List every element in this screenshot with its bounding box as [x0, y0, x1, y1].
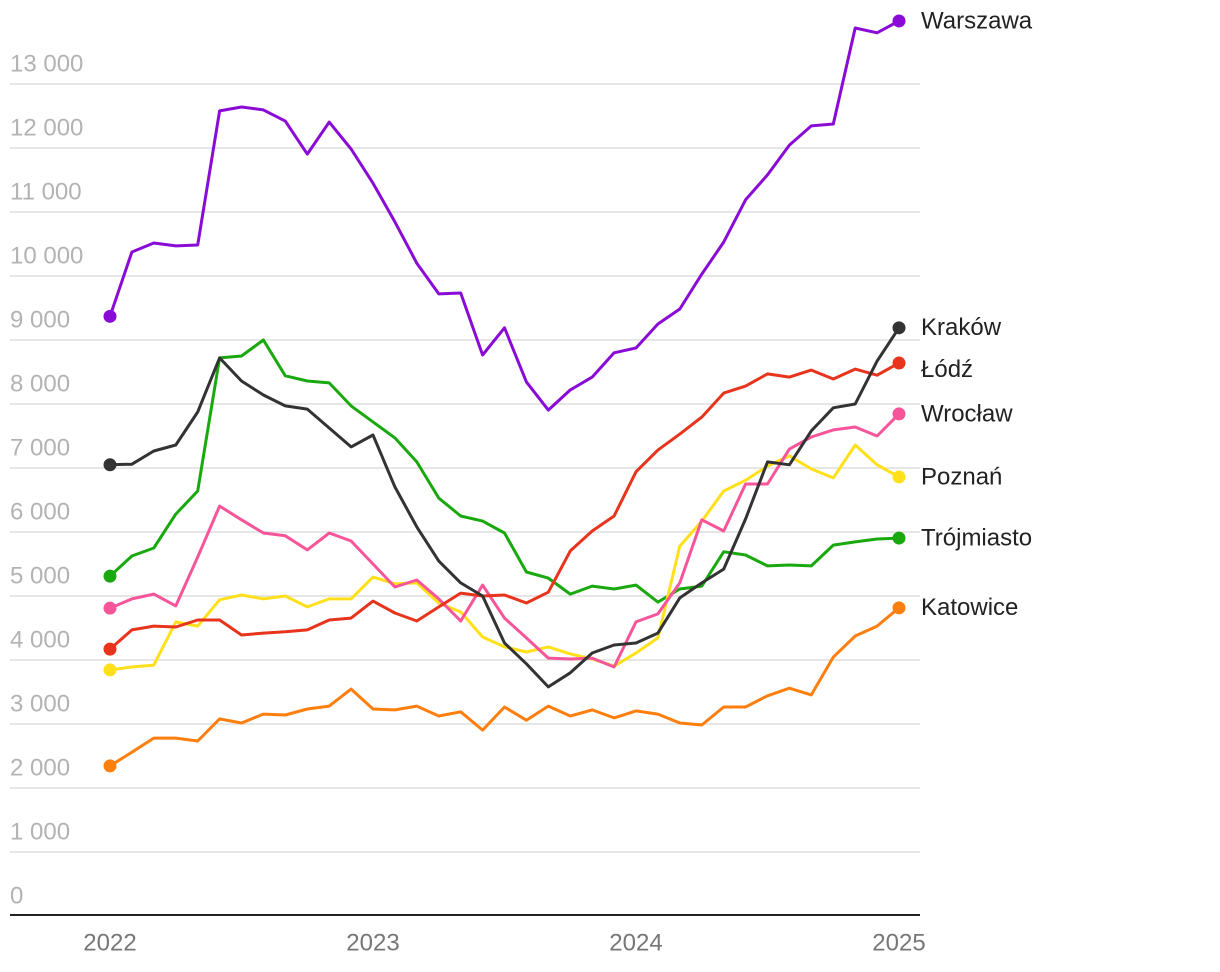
series-label: Katowice — [921, 594, 1018, 621]
y-tick-label: 6 000 — [10, 498, 70, 525]
y-tick-label: 5 000 — [10, 562, 70, 589]
x-tick-label: 2024 — [609, 929, 662, 956]
y-tick-label: 12 000 — [10, 114, 83, 141]
series-end-dot — [103, 601, 117, 615]
series-line — [109, 606, 900, 768]
series-end-dot — [892, 407, 906, 421]
x-tick-label: 2025 — [872, 929, 925, 956]
series-line — [109, 361, 900, 651]
y-tick-label: 0 — [10, 882, 23, 909]
y-tick-label: 8 000 — [10, 370, 70, 397]
series-end-dot — [892, 321, 906, 335]
y-tick-label: 11 000 — [10, 178, 82, 205]
y-tick-label: 10 000 — [10, 242, 83, 269]
series-label: Wrocław — [921, 400, 1013, 427]
series-line — [109, 443, 900, 672]
y-tick-label: 4 000 — [10, 626, 70, 653]
series-label: Łódź — [921, 356, 973, 383]
x-tick-label: 2023 — [346, 929, 399, 956]
series-end-dot — [103, 663, 117, 677]
series-end-dot — [892, 470, 906, 484]
series-label: Kraków — [921, 314, 1002, 341]
series-end-dot — [103, 642, 117, 656]
series-line — [109, 326, 901, 689]
series-end-dot — [892, 531, 906, 545]
series-end-dot — [103, 309, 117, 323]
y-tick-label: 1 000 — [10, 818, 70, 845]
series-label: Trójmiasto — [921, 524, 1032, 551]
series-line — [108, 19, 900, 412]
x-tick-label: 2022 — [83, 929, 136, 956]
series-end-dot — [103, 458, 117, 472]
series-end-dot — [892, 14, 906, 28]
y-tick-label: 13 000 — [10, 50, 83, 77]
y-tick-label: 3 000 — [10, 690, 70, 717]
series-label: Poznań — [921, 463, 1002, 490]
y-tick-label: 2 000 — [10, 754, 70, 781]
series-line — [109, 412, 901, 669]
series-end-dot — [892, 356, 906, 370]
series-line — [108, 338, 900, 604]
series-end-dot — [892, 601, 906, 615]
series-label: Warszawa — [921, 7, 1033, 34]
series-end-dot — [103, 759, 117, 773]
y-tick-label: 9 000 — [10, 306, 70, 333]
series-end-dot — [103, 569, 117, 583]
y-tick-label: 7 000 — [10, 434, 70, 461]
